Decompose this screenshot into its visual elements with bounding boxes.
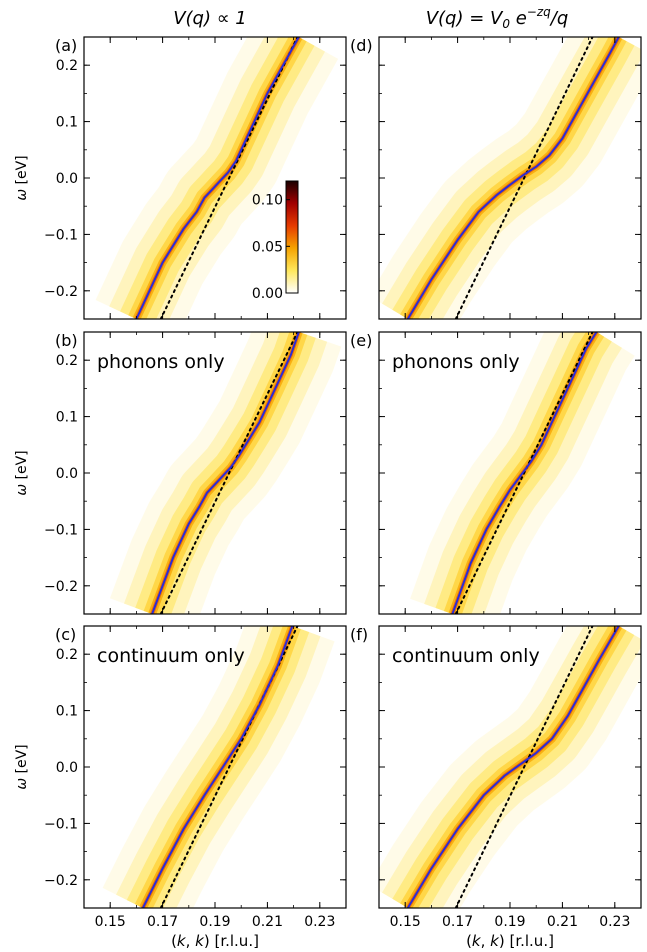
- colorbar-tick-label: 0.00: [252, 286, 283, 302]
- renormalized-dispersion-line: [406, 626, 620, 908]
- colorbar-tick-label: 0.10: [252, 193, 283, 209]
- x-tick-label: 0.15: [95, 914, 126, 930]
- y-axis-label: ω [eV]: [14, 744, 30, 789]
- y-tick-label: 0.1: [56, 704, 78, 720]
- bare-dispersion-line: [454, 626, 594, 908]
- x-tick-label: 0.23: [599, 914, 630, 930]
- x-axis-label: (k, k) [r.l.u.]: [171, 932, 259, 950]
- x-tick-label: 0.21: [252, 914, 283, 930]
- bare-dispersion-line: [159, 37, 299, 319]
- x-tick-label: 0.23: [304, 914, 335, 930]
- y-tick-label: 0.2: [56, 647, 78, 663]
- colorbar-tick-label: 0.05: [252, 239, 283, 255]
- y-tick-label: 0.2: [56, 353, 78, 369]
- y-tick-label: 0.0: [56, 171, 78, 187]
- colorbar: 0.00 0.05 0.10: [252, 180, 299, 302]
- panel-a: −0.2 −0.1 0.0 0.1 0.2 ω [eV] (a) 0.00 0.05 0.10: [14, 36, 347, 320]
- y-tick-label: −0.2: [44, 284, 78, 300]
- y-tick-label: −0.2: [44, 579, 78, 595]
- y-tick-label: −0.1: [44, 227, 78, 243]
- y-tick-label: 0.1: [56, 410, 78, 426]
- x-tick-label: 0.17: [442, 914, 473, 930]
- colorbar-gradient: [285, 180, 299, 294]
- panel-label: phonons only: [97, 351, 225, 373]
- bare-dispersion-line: [159, 626, 299, 908]
- panel-d: (d): [350, 36, 642, 320]
- bare-dispersion-line: [454, 37, 594, 319]
- bare-dispersion-line: [159, 332, 299, 614]
- y-tick-label: −0.1: [44, 522, 78, 538]
- y-axis-label: ω [eV]: [14, 155, 30, 200]
- panel-label: continuum only: [97, 645, 245, 667]
- panel-letter: (f): [350, 625, 368, 644]
- panel-f: 0.15 0.17 0.19 0.21 0.23 (k, k) [r.l.u.] (f) co…: [350, 625, 642, 950]
- renormalized-dispersion-line: [451, 332, 598, 614]
- x-tick-label: 0.17: [147, 914, 178, 930]
- y-axis-label: ω [eV]: [14, 450, 30, 495]
- column-title-left: V(q) ∝ 1: [173, 8, 247, 29]
- panel-c: 0.15 0.17 0.19 0.21 0.23 −0.2 −0.1 0.0 0.1 0.2 ω […: [14, 625, 347, 950]
- renormalized-dispersion-line: [142, 626, 294, 908]
- renormalized-dispersion-line: [406, 37, 620, 319]
- panel-label: phonons only: [392, 351, 520, 373]
- panel-letter: (c): [55, 625, 76, 644]
- panel-letter: (a): [55, 36, 77, 55]
- y-tick-label: 0.1: [56, 115, 78, 131]
- x-tick-label: 0.15: [390, 914, 421, 930]
- bare-dispersion-line: [454, 332, 594, 614]
- y-tick-label: 0.0: [56, 466, 78, 482]
- heatmap-intensity: [102, 626, 335, 908]
- x-tick-label: 0.19: [494, 914, 525, 930]
- heatmap-intensity: [379, 626, 641, 908]
- column-title-right: V(q) = V0 e−zq/q: [426, 5, 569, 31]
- y-tick-label: 0.0: [56, 760, 78, 776]
- x-axis-label: (k, k) [r.l.u.]: [466, 932, 554, 950]
- panel-e: (e) phonons only: [350, 331, 642, 615]
- x-tick-label: 0.19: [199, 914, 230, 930]
- panel-letter: (e): [350, 331, 372, 350]
- panel-letter: (d): [350, 36, 373, 55]
- renormalized-dispersion-line: [151, 332, 300, 614]
- y-tick-label: −0.2: [44, 873, 78, 889]
- renormalized-dispersion-line: [135, 37, 300, 319]
- x-tick-label: 0.21: [547, 914, 578, 930]
- y-tick-label: −0.1: [44, 816, 78, 832]
- y-tick-label: 0.2: [56, 58, 78, 74]
- panel-b: −0.2 −0.1 0.0 0.1 0.2 ω [eV] (b) phonons only: [14, 331, 347, 615]
- panel-label: continuum only: [392, 645, 540, 667]
- panel-letter: (b): [55, 331, 78, 350]
- heatmap-intensity: [379, 37, 641, 319]
